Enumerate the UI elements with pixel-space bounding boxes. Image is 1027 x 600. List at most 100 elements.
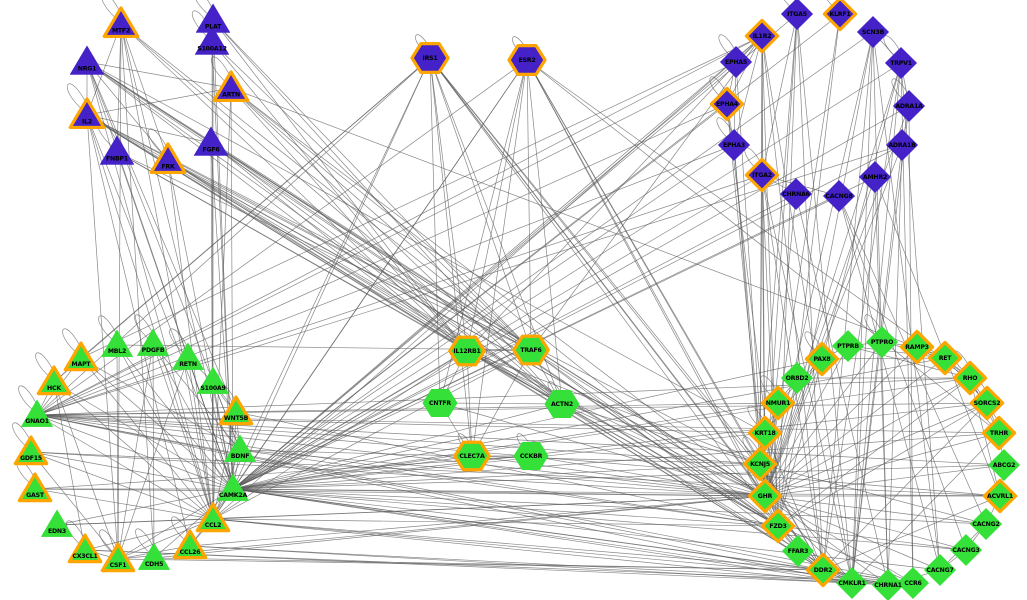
node-shape-diamond[interactable] xyxy=(823,180,855,212)
graph-node-clec7a[interactable] xyxy=(453,440,491,472)
graph-node-cx3cl1[interactable] xyxy=(67,533,103,564)
graph-node-pdgfb[interactable] xyxy=(137,328,169,356)
node-shape-diamond[interactable] xyxy=(709,86,745,122)
node-shape-diamond[interactable] xyxy=(760,508,796,544)
node-shape-diamond[interactable] xyxy=(950,534,982,566)
graph-node-krt18[interactable] xyxy=(747,415,783,451)
node-shape-triangle[interactable] xyxy=(63,341,99,372)
node-shape-triangle[interactable] xyxy=(172,342,204,370)
graph-node-ramp3[interactable] xyxy=(899,329,935,365)
node-shape-diamond[interactable] xyxy=(718,129,750,161)
node-shape-diamond[interactable] xyxy=(859,161,891,193)
graph-node-ccr6[interactable] xyxy=(897,567,929,599)
node-shape-diamond[interactable] xyxy=(780,178,812,210)
graph-node-artn[interactable] xyxy=(212,70,250,103)
graph-node-itga5[interactable] xyxy=(781,0,813,30)
graph-node-itga2[interactable] xyxy=(744,157,780,193)
graph-node-mtf2[interactable] xyxy=(102,6,140,39)
node-shape-triangle[interactable] xyxy=(138,542,170,570)
graph-node-wnt5b[interactable] xyxy=(218,395,254,426)
graph-node-sorcs2[interactable] xyxy=(969,385,1005,421)
node-shape-diamond[interactable] xyxy=(836,567,868,599)
node-shape-diamond[interactable] xyxy=(744,157,780,193)
graph-node-cckbr[interactable] xyxy=(513,441,549,471)
node-shape-hexagon[interactable] xyxy=(448,335,486,367)
graph-node-ccl2[interactable] xyxy=(195,502,231,533)
graph-node-gnao1[interactable] xyxy=(21,399,53,427)
graph-node-frk[interactable] xyxy=(149,142,187,175)
node-shape-triangle[interactable] xyxy=(13,435,49,466)
node-shape-triangle[interactable] xyxy=(193,126,229,156)
graph-node-mbl2[interactable] xyxy=(101,329,133,357)
node-shape-hexagon[interactable] xyxy=(422,388,458,418)
graph-node-il12rb1[interactable] xyxy=(448,335,486,367)
graph-node-trpv1[interactable] xyxy=(885,47,917,79)
node-shape-hexagon[interactable] xyxy=(512,334,550,366)
graph-node-fzd3[interactable] xyxy=(760,508,796,544)
node-shape-triangle[interactable] xyxy=(218,395,254,426)
graph-node-fnbp1[interactable] xyxy=(99,135,135,165)
node-shape-diamond[interactable] xyxy=(899,329,935,365)
node-shape-hexagon[interactable] xyxy=(513,441,549,471)
node-shape-diamond[interactable] xyxy=(952,360,988,396)
graph-node-s100a9[interactable] xyxy=(197,366,229,394)
node-shape-triangle[interactable] xyxy=(102,6,140,39)
graph-node-edn3[interactable] xyxy=(41,509,73,537)
graph-node-chrna6[interactable] xyxy=(780,178,812,210)
node-shape-triangle[interactable] xyxy=(137,328,169,356)
graph-node-fgf6[interactable] xyxy=(193,126,229,156)
graph-node-ffar3[interactable] xyxy=(782,535,814,567)
node-shape-hexagon[interactable] xyxy=(507,44,547,76)
node-shape-diamond[interactable] xyxy=(857,16,889,48)
node-shape-diamond[interactable] xyxy=(886,129,918,161)
node-shape-diamond[interactable] xyxy=(893,90,925,122)
node-shape-triangle[interactable] xyxy=(99,135,135,165)
node-shape-diamond[interactable] xyxy=(927,340,963,376)
graph-node-nmur1[interactable] xyxy=(760,385,796,421)
graph-node-esr2[interactable] xyxy=(507,44,547,76)
node-shape-triangle[interactable] xyxy=(36,365,72,396)
node-shape-diamond[interactable] xyxy=(782,535,814,567)
node-shape-triangle[interactable] xyxy=(194,25,230,55)
graph-node-epha5[interactable] xyxy=(720,46,752,78)
graph-node-gdf15[interactable] xyxy=(13,435,49,466)
graph-node-abcg2[interactable] xyxy=(988,449,1020,481)
node-shape-diamond[interactable] xyxy=(747,415,783,451)
graph-node-traf6[interactable] xyxy=(512,334,550,366)
graph-node-cntfr[interactable] xyxy=(422,388,458,418)
node-shape-diamond[interactable] xyxy=(744,18,780,54)
graph-node-klrf1[interactable] xyxy=(822,0,858,32)
node-shape-diamond[interactable] xyxy=(742,446,778,482)
nodes-layer[interactable] xyxy=(13,0,1020,600)
node-shape-triangle[interactable] xyxy=(217,473,249,501)
graph-node-csf1[interactable] xyxy=(100,542,136,573)
node-shape-triangle[interactable] xyxy=(149,142,187,175)
graph-node-actn2[interactable] xyxy=(544,389,580,419)
node-shape-diamond[interactable] xyxy=(897,567,929,599)
node-shape-diamond[interactable] xyxy=(832,330,864,362)
node-shape-diamond[interactable] xyxy=(804,341,840,377)
node-shape-diamond[interactable] xyxy=(924,554,956,586)
graph-node-hck[interactable] xyxy=(36,365,72,396)
node-shape-triangle[interactable] xyxy=(172,529,208,560)
node-shape-triangle[interactable] xyxy=(68,97,106,130)
node-shape-diamond[interactable] xyxy=(781,362,813,394)
graph-node-epha4[interactable] xyxy=(709,86,745,122)
node-shape-triangle[interactable] xyxy=(224,434,256,462)
node-shape-diamond[interactable] xyxy=(970,508,1002,540)
graph-node-trhr[interactable] xyxy=(981,415,1017,451)
graph-node-il2[interactable] xyxy=(68,97,106,130)
node-shape-triangle[interactable] xyxy=(67,533,103,564)
graph-node-cacng7[interactable] xyxy=(924,554,956,586)
node-shape-diamond[interactable] xyxy=(885,47,917,79)
graph-node-epha3[interactable] xyxy=(718,129,750,161)
node-shape-triangle[interactable] xyxy=(41,509,73,537)
node-shape-triangle[interactable] xyxy=(101,329,133,357)
graph-node-s100a12[interactable] xyxy=(194,25,230,55)
graph-node-irs1[interactable] xyxy=(410,42,450,74)
graph-node-ptprb[interactable] xyxy=(832,330,864,362)
node-shape-diamond[interactable] xyxy=(981,415,1017,451)
node-shape-triangle[interactable] xyxy=(212,70,250,103)
graph-node-nrg1[interactable] xyxy=(69,45,105,75)
